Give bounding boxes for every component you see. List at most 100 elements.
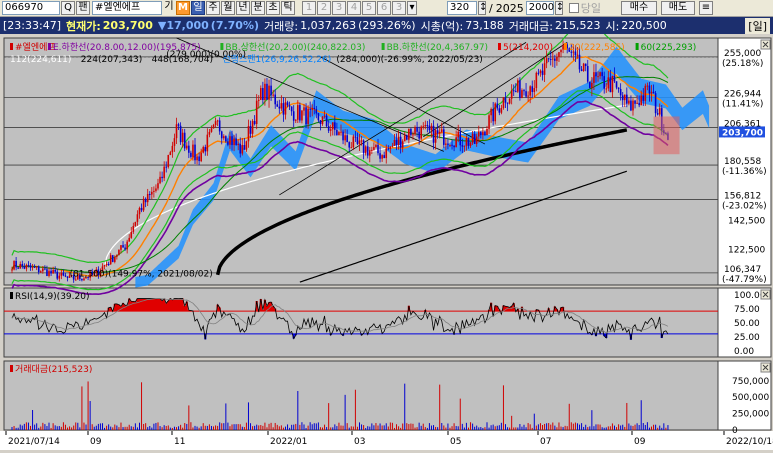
candle-body [453, 145, 455, 148]
candle-body [89, 271, 91, 278]
number-tab-4[interactable]: 5 [362, 1, 376, 15]
sell-button[interactable]: 매도 [660, 1, 695, 15]
candle-body [426, 125, 429, 127]
period-tab-1[interactable]: 일 [191, 1, 205, 15]
candle-body [403, 135, 406, 142]
candle-body [340, 131, 342, 133]
today-checkbox[interactable] [568, 3, 579, 13]
number-tab-0[interactable]: 1 [302, 1, 316, 15]
candle-body [418, 131, 420, 139]
candle-body [443, 129, 445, 145]
x-label-6: 07 [540, 437, 551, 447]
candle-body [124, 247, 126, 250]
candle-body [111, 255, 114, 262]
candle-body [114, 256, 116, 262]
amount-tick-1: 500,000 [732, 393, 769, 403]
candle-body [268, 85, 270, 100]
period-tab-0[interactable]: M [176, 1, 190, 15]
trade-button[interactable]: 팬 [76, 1, 90, 15]
candle-body [650, 91, 653, 94]
xaxis-bg [0, 431, 773, 450]
amount-legend: 거래대금(215,523) [15, 364, 92, 375]
candle-body [54, 269, 56, 272]
period-tab-2[interactable]: 주 [206, 1, 220, 15]
number-tab-3[interactable]: 4 [347, 1, 361, 15]
open-label: 시: [605, 19, 620, 33]
period-tab-6[interactable]: 초 [266, 1, 280, 15]
legend-item-6: 60(225,293) [641, 43, 697, 53]
candle-body [644, 85, 647, 101]
candle-body [266, 83, 268, 100]
candle-body [278, 106, 281, 109]
candle-body [584, 63, 587, 67]
candle-body [286, 102, 289, 106]
candle-body [410, 128, 412, 135]
candle-body [91, 271, 93, 275]
candle-body [342, 131, 344, 141]
close-icon [762, 364, 769, 371]
menu-icon[interactable]: ≡ [698, 1, 713, 15]
candle-body [144, 198, 147, 203]
candle-body [480, 131, 482, 136]
candle-body [42, 268, 44, 272]
candle-body [101, 266, 104, 272]
trendline-3 [320, 56, 486, 145]
candle-body [430, 125, 433, 131]
number-tab-6[interactable]: 3 [392, 1, 406, 15]
candle-body [243, 145, 246, 150]
x-label-5: 05 [450, 437, 461, 447]
price-pct-5: (-23.02%) [722, 202, 767, 212]
candle-body [408, 128, 410, 140]
chart-area[interactable]: #엘엔에프 E.하한선(20.8.00,12.00)(195,875) BB.상한선… [0, 22, 773, 450]
candle-body [31, 266, 34, 268]
candle-body [270, 85, 272, 96]
close-icon [762, 291, 769, 298]
candle-body [414, 127, 416, 135]
period-tab-7[interactable]: 틱 [281, 1, 295, 15]
total2-input[interactable]: 2000 [525, 1, 554, 15]
candle-body [412, 134, 414, 136]
rsi-signal-line [11, 298, 669, 334]
period-tab-4[interactable]: 년 [236, 1, 250, 15]
trendline-2 [279, 42, 527, 196]
candle-body [179, 125, 182, 143]
bar-count-input[interactable]: 320 [447, 1, 477, 15]
spin-icon[interactable]: ↕ [478, 1, 488, 15]
period-tab-3[interactable]: 월 [221, 1, 235, 15]
ma60-line [11, 76, 669, 273]
number-tab-5[interactable]: 6 [377, 1, 391, 15]
candle-body [247, 126, 250, 142]
candle-body [60, 272, 63, 276]
candle-body [589, 81, 591, 88]
candle-body [424, 125, 427, 127]
candle-body [385, 148, 388, 159]
candle-body [556, 56, 558, 61]
candle-body [317, 113, 320, 121]
price-label-5: 156,812 [724, 192, 761, 202]
period-tab-5[interactable]: 분 [251, 1, 265, 15]
buy-button[interactable]: 매수 [620, 1, 657, 15]
number-tab-1[interactable]: 2 [317, 1, 331, 15]
legend-swatch [635, 43, 639, 50]
stock-code-input[interactable]: 066970 [2, 1, 60, 15]
candle-body [262, 88, 264, 100]
candle-body [204, 147, 207, 152]
candle-body [128, 237, 131, 242]
candle-body [237, 143, 239, 145]
legend-swatch [220, 43, 224, 50]
candle-body [255, 100, 258, 125]
chevron-down-icon[interactable]: ▾ [407, 1, 417, 15]
stock-name-field[interactable]: #엘엔에프 [92, 1, 162, 15]
candle-body [202, 147, 205, 153]
number-tab-2[interactable]: 3 [332, 1, 346, 15]
spin-icon[interactable]: ↕ [554, 1, 565, 15]
search-icon[interactable]: Q [61, 1, 75, 15]
price-label-4: 180,558 [724, 157, 761, 167]
candle-body [290, 106, 293, 112]
candle-body [549, 58, 552, 60]
candle-body [350, 147, 353, 149]
candle-body [543, 63, 546, 75]
